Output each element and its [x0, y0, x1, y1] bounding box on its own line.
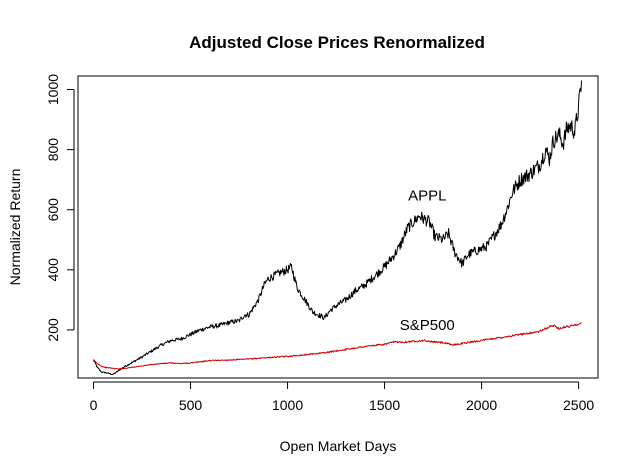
y-tick-label: 1000 — [45, 74, 61, 105]
x-tick-label: 2500 — [563, 397, 594, 413]
x-tick-label: 1000 — [272, 397, 303, 413]
x-tick-label: 1500 — [369, 397, 400, 413]
y-axis: 200 400 600 800 1000 — [45, 74, 75, 342]
series-line-s-p500 — [93, 322, 582, 370]
x-tick-label: 500 — [179, 397, 203, 413]
y-tick-label: 600 — [45, 198, 61, 222]
annotation-appl: APPL — [408, 188, 446, 205]
y-tick-label: 800 — [45, 138, 61, 162]
series-layer — [93, 80, 583, 375]
chart-title: Adjusted Close Prices Renormalized — [189, 33, 485, 52]
y-axis-label: Normalized Return — [7, 169, 23, 286]
x-tick-label: 2000 — [466, 397, 497, 413]
y-tick-label: 200 — [45, 318, 61, 342]
series-line-appl — [93, 80, 583, 375]
annotation-s-p500: S&P500 — [400, 317, 455, 334]
x-axis-label: Open Market Days — [280, 438, 397, 454]
plot-frame — [77, 75, 599, 379]
annotation-layer: APPL S&P500 — [400, 188, 455, 334]
y-tick-label: 400 — [45, 258, 61, 282]
x-tick-label: 0 — [90, 397, 98, 413]
x-axis: 0 500 1000 1500 2000 2500 — [90, 381, 594, 413]
